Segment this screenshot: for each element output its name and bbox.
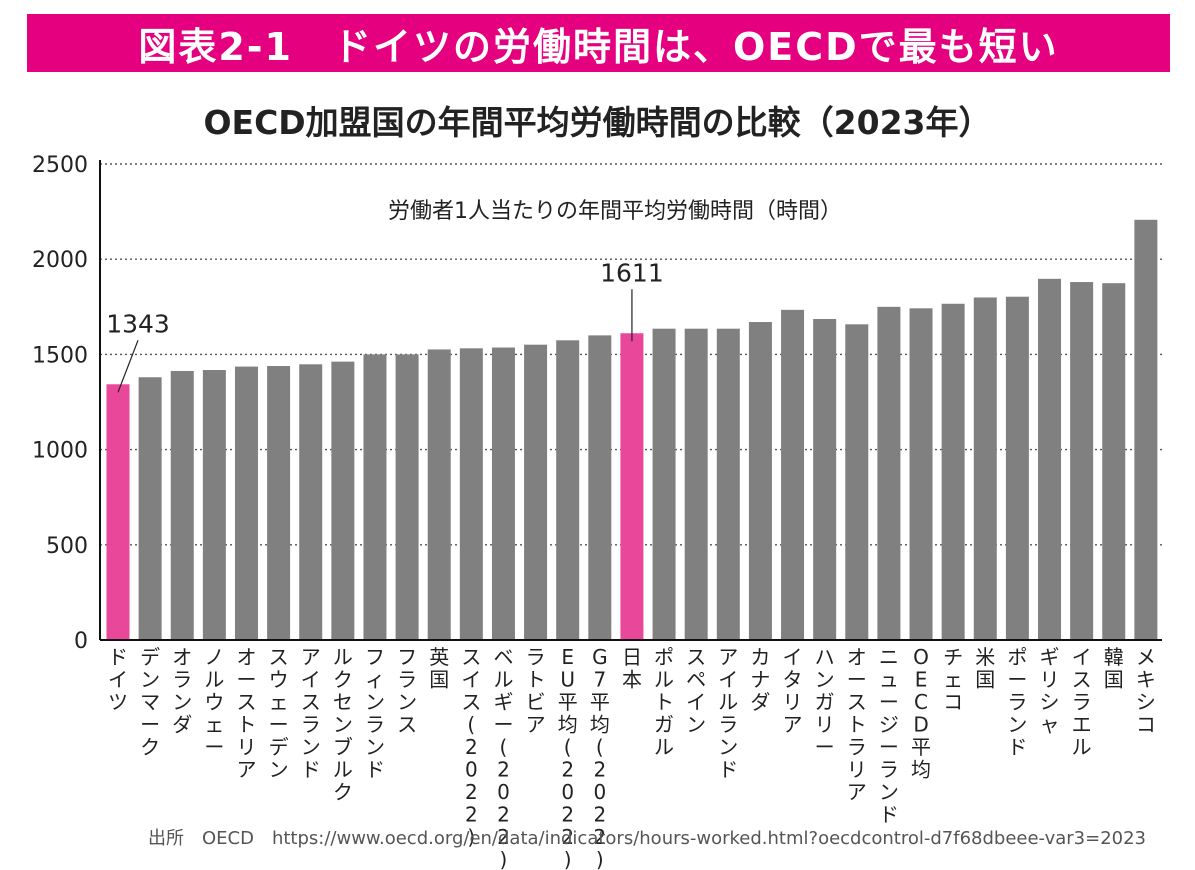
- bar: [363, 354, 387, 640]
- x-tick-label: メキシコ: [1136, 645, 1156, 737]
- y-tick-label: 1500: [32, 343, 88, 368]
- x-tick-label: ラトビア: [526, 645, 546, 737]
- x-tick-label: 韓国: [1104, 645, 1124, 692]
- bar: [491, 347, 515, 640]
- y-tick-label: 2000: [32, 248, 88, 273]
- bar: [1038, 278, 1062, 640]
- bar: [748, 322, 772, 640]
- x-tick-label: オーストラリア: [847, 645, 867, 804]
- x-tick-label: ポルトガル: [654, 645, 674, 759]
- highlight-bar: [620, 333, 644, 640]
- x-tick-label: ノルウェー: [204, 645, 224, 759]
- x-tick-label: ドイツ: [108, 645, 128, 714]
- bar: [138, 377, 162, 640]
- x-tick-label: O E C D 平均: [911, 645, 931, 782]
- bar: [588, 335, 612, 640]
- x-tick-label: フィンランド: [365, 645, 385, 782]
- chart-title: OECD加盟国の年間平均労働時間の比較（2023年）: [203, 103, 992, 142]
- bar: [234, 366, 258, 640]
- bar: [781, 309, 805, 640]
- x-tick-label: 日本: [622, 645, 642, 692]
- bar: [1102, 283, 1126, 640]
- x-tick-label: E U 平均(2 0 2 2): [558, 645, 578, 870]
- x-tick-label: チェコ: [943, 645, 963, 714]
- x-tick-label: G 7 平均(2 0 2 2): [590, 645, 610, 870]
- bar: [813, 318, 837, 640]
- bar: [170, 370, 194, 640]
- bar: [459, 348, 483, 640]
- data-label: 1611: [600, 258, 664, 287]
- bar: [267, 366, 291, 640]
- x-tick-label: イタリア: [783, 645, 803, 737]
- x-tick-label: オランダ: [172, 645, 192, 737]
- bar: [941, 303, 965, 640]
- y-tick-label: 0: [74, 629, 88, 654]
- y-tick-label: 500: [46, 534, 88, 559]
- x-tick-label: ギリシャ: [1040, 645, 1060, 737]
- x-tick-label: 米国: [975, 645, 995, 692]
- bar: [973, 297, 997, 640]
- bar: [395, 354, 419, 640]
- bar: [1005, 296, 1029, 640]
- x-tick-label: スイス(2 0 2 2): [461, 645, 481, 849]
- x-tick-label: ルクセンブルク: [333, 645, 353, 804]
- bar: [427, 349, 451, 640]
- data-label: 1343: [106, 309, 170, 338]
- x-tick-label: 英国: [429, 645, 449, 692]
- bar: [1070, 282, 1094, 640]
- x-tick-label: オーストリア: [236, 645, 256, 782]
- x-tick-label: ハンガリー: [815, 645, 835, 759]
- bar: [684, 328, 708, 640]
- bar: [716, 328, 740, 640]
- bar: [845, 324, 869, 640]
- data-label-leader: [117, 340, 139, 393]
- x-tick-label: デンマーク: [140, 645, 160, 759]
- x-tick-label: アイスランド: [301, 645, 321, 782]
- bar: [909, 308, 933, 640]
- bar: [524, 344, 548, 640]
- bar: [202, 370, 226, 640]
- title-banner: 図表2-1 ドイツの労働時間は、OECDで最も短い: [27, 14, 1170, 72]
- chart-subtitle: 労働者1人当たりの年間平均労働時間（時間）: [388, 199, 842, 224]
- x-tick-label: スペイン: [686, 645, 706, 737]
- x-tick-label: アイルランド: [718, 645, 738, 782]
- bar: [331, 361, 355, 640]
- x-tick-label: イスラエル: [1072, 645, 1092, 759]
- x-tick-label: スウェーデン: [269, 645, 289, 782]
- x-tick-label: ニュージーランド: [879, 645, 899, 827]
- x-tick-label: ベルギー(2 0 2 2): [493, 645, 513, 870]
- highlight-bar: [106, 384, 130, 640]
- y-tick-label: 1000: [32, 439, 88, 464]
- x-tick-label: カナダ: [750, 645, 770, 714]
- banner-title: 図表2-1 ドイツの労働時間は、OECDで最も短い: [138, 24, 1059, 69]
- source-note: 出所 OECD https://www.oecd.org/en/data/ind…: [148, 828, 1146, 849]
- x-tick-label: ポーランド: [1007, 645, 1027, 759]
- y-tick-label: 2500: [32, 153, 88, 178]
- bar: [556, 340, 580, 640]
- bar: [652, 328, 676, 640]
- bar: [877, 306, 901, 640]
- bar: [1134, 219, 1158, 640]
- x-tick-label: フランス: [397, 645, 417, 737]
- bar: [299, 364, 323, 640]
